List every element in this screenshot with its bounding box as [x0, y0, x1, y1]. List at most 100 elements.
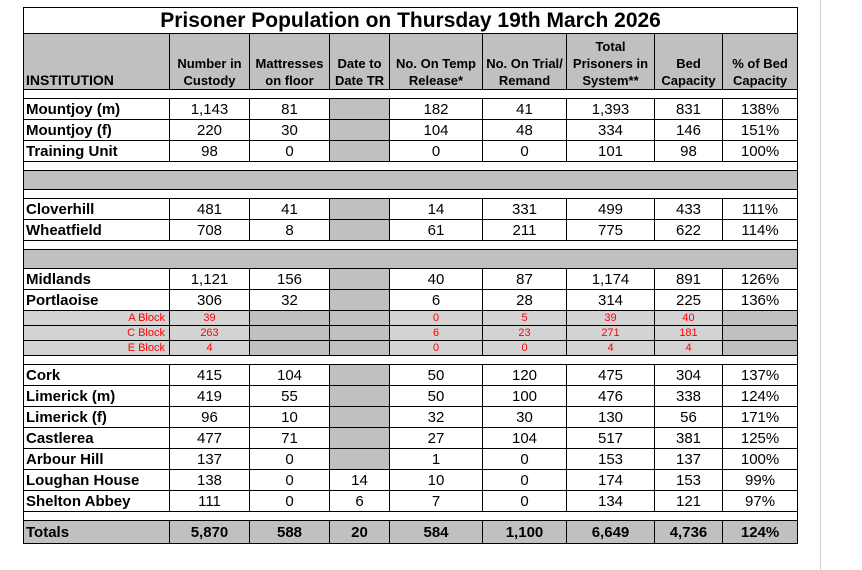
date-tr-value [329, 119, 390, 141]
institution-name: Mountjoy (m) [23, 98, 170, 120]
custody-value: 306 [169, 289, 250, 311]
temp-release-value: 32 [389, 406, 483, 428]
trial-remand-value: 41 [482, 98, 567, 120]
spacer-row [22, 355, 799, 365]
pct-capacity-value: 171% [721, 406, 799, 428]
block-total: 271 [566, 325, 655, 341]
temp-release-value: 61 [389, 219, 483, 241]
spacer-row-cell [22, 161, 799, 171]
pct-capacity-value: 99% [721, 469, 799, 491]
spacer-row-cell [22, 355, 799, 365]
header-trial-remand: No. On Trial/Remand [482, 33, 567, 90]
block-trial-remand: 5 [482, 310, 567, 326]
block-trial-remand: 23 [482, 325, 567, 341]
block-date-tr [329, 325, 390, 341]
mattresses-value: 81 [249, 98, 330, 120]
custody-value: 138 [169, 469, 250, 491]
trial-remand-value: 87 [482, 268, 567, 290]
institution-name: Portlaoise [23, 289, 170, 311]
header-pct-capacity: % of Bed Capacity [721, 33, 799, 90]
block-date-tr [329, 340, 390, 356]
bed-capacity-value: 225 [654, 289, 723, 311]
pct-capacity-value: 136% [721, 289, 799, 311]
bed-capacity-value: 433 [654, 198, 723, 220]
trial-remand-value: 0 [482, 140, 567, 162]
table-row: Training Unit 98 0 0 0 101 98 100% [23, 140, 799, 162]
custody-value: 1,121 [169, 268, 250, 290]
mattresses-value: 0 [249, 490, 330, 512]
spacer-row [22, 511, 799, 521]
total-prisoners-value: 334 [566, 119, 655, 141]
trial-remand-value: 331 [482, 198, 567, 220]
block-custody: 4 [169, 340, 250, 356]
date-tr-value [329, 364, 390, 386]
institution-name: Wheatfield [23, 219, 170, 241]
custody-value: 137 [169, 448, 250, 470]
total-prisoners-value: 174 [566, 469, 655, 491]
date-tr-value [329, 448, 390, 470]
temp-release-value: 0 [389, 140, 483, 162]
trial-remand-value: 100 [482, 385, 567, 407]
header-total-prisoners: Total Prisoners in System** [566, 33, 655, 90]
block-temp-release: 0 [389, 340, 483, 356]
custody-value: 481 [169, 198, 250, 220]
temp-release-value: 1 [389, 448, 483, 470]
table-row: Arbour Hill 137 0 1 0 153 137 100% [23, 448, 799, 470]
date-tr-value [329, 140, 390, 162]
custody-value: 708 [169, 219, 250, 241]
bed-capacity-value: 338 [654, 385, 723, 407]
date-tr-value [329, 406, 390, 428]
temp-release-value: 6 [389, 289, 483, 311]
pct-capacity-value: 126% [721, 268, 799, 290]
total-prisoners-value: 517 [566, 427, 655, 449]
custody-value: 5,870 [169, 520, 250, 544]
section-band-cell [22, 249, 799, 269]
total-prisoners-value: 101 [566, 140, 655, 162]
temp-release-value: 14 [389, 198, 483, 220]
block-name: C Block [23, 325, 170, 341]
table-row: Mountjoy (f) 220 30 104 48 334 146 151% [23, 119, 799, 141]
mattresses-value: 0 [249, 140, 330, 162]
total-prisoners-value: 1,174 [566, 268, 655, 290]
custody-value: 415 [169, 364, 250, 386]
date-tr-value [329, 198, 390, 220]
total-prisoners-value: 6,649 [566, 520, 655, 544]
trial-remand-value: 104 [482, 427, 567, 449]
block-date-tr [329, 310, 390, 326]
total-prisoners-value: 476 [566, 385, 655, 407]
trial-remand-value: 28 [482, 289, 567, 311]
temp-release-value: 7 [389, 490, 483, 512]
mattresses-value: 104 [249, 364, 330, 386]
block-name: E Block [23, 340, 170, 356]
mattresses-value: 156 [249, 268, 330, 290]
page-divider [820, 0, 821, 570]
pct-capacity-value: 97% [721, 490, 799, 512]
date-tr-value: 6 [329, 490, 390, 512]
pct-capacity-value: 138% [721, 98, 799, 120]
spacer-row [22, 161, 799, 171]
bed-capacity-value: 891 [654, 268, 723, 290]
header-date-tr: Date to Date TR [329, 33, 390, 90]
temp-release-value: 50 [389, 385, 483, 407]
institution-name: Cork [23, 364, 170, 386]
block-temp-release: 6 [389, 325, 483, 341]
total-prisoners-value: 499 [566, 198, 655, 220]
custody-value: 477 [169, 427, 250, 449]
custody-value: 419 [169, 385, 250, 407]
institution-name: Castlerea [23, 427, 170, 449]
mattresses-value: 588 [249, 520, 330, 544]
trial-remand-value: 0 [482, 469, 567, 491]
institution-name: Midlands [23, 268, 170, 290]
custody-value: 96 [169, 406, 250, 428]
spacer-row-cell [22, 189, 799, 199]
table-row: Portlaoise 306 32 6 28 314 225 136% [23, 289, 799, 311]
block-custody: 263 [169, 325, 250, 341]
block-mattresses [249, 310, 330, 326]
custody-value: 220 [169, 119, 250, 141]
table-row: Mountjoy (m) 1,143 81 182 41 1,393 831 138% [23, 98, 799, 120]
bed-capacity-value: 153 [654, 469, 723, 491]
total-prisoners-value: 775 [566, 219, 655, 241]
mattresses-value: 8 [249, 219, 330, 241]
header-temp-release: No. On Temp Release* [389, 33, 483, 90]
prisoner-population-sheet: Prisoner Population on Thursday 19th Mar… [22, 7, 799, 544]
